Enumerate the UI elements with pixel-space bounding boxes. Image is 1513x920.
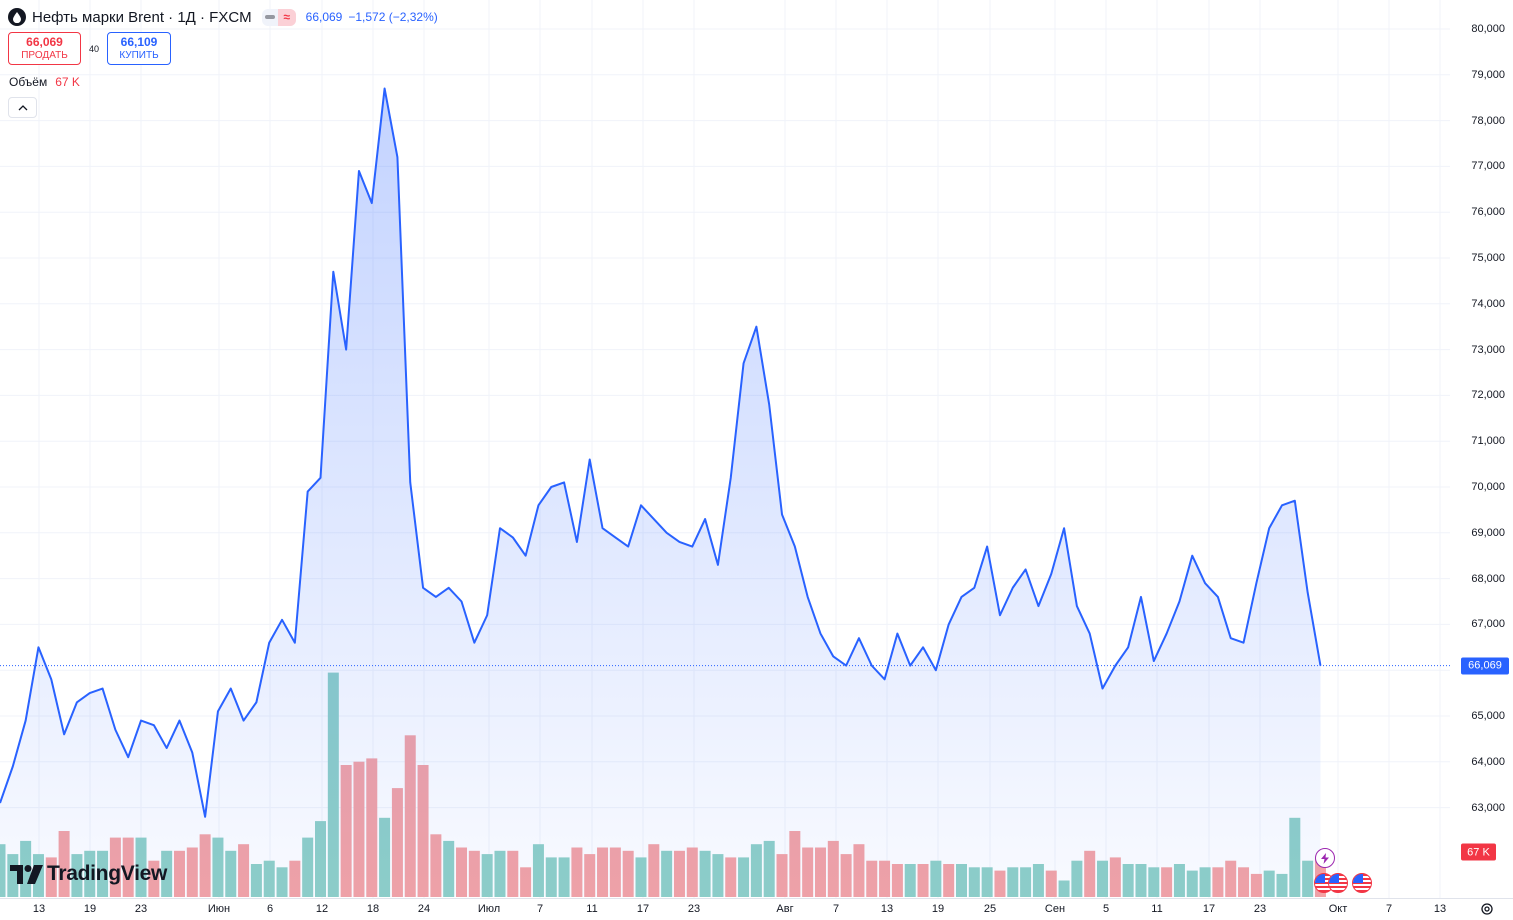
symbol-legend: Нефть марки Brent · 1Д · FXCM ≈ 66,069 −… <box>8 7 438 27</box>
price-tick-label: 63,000 <box>1471 801 1505 814</box>
time-tick-label: Авг <box>776 903 794 915</box>
price-tick-label: 69,000 <box>1471 526 1505 539</box>
chart-pane[interactable]: Нефть марки Brent · 1Д · FXCM ≈ 66,069 −… <box>0 0 1450 898</box>
time-tick-label: Окт <box>1328 903 1348 915</box>
sell-label: ПРОДАТЬ <box>21 49 68 61</box>
flash-event-icon[interactable] <box>1315 848 1335 868</box>
time-tick-label: 13 <box>32 903 46 915</box>
collapse-legend-button[interactable] <box>8 97 37 118</box>
price-tick-label: 70,000 <box>1471 481 1505 493</box>
approx-icon: ≈ <box>277 8 296 26</box>
gear-icon <box>1481 903 1493 915</box>
price-tick-label: 72,000 <box>1471 389 1505 402</box>
time-tick-label: 6 <box>266 903 274 915</box>
trade-buttons: 66,069 ПРОДАТЬ 40 66,109 КУПИТЬ <box>8 32 171 65</box>
price-tick-label: 71,000 <box>1471 435 1505 448</box>
symbol-title[interactable]: Нефть марки Brent · 1Д · FXCM <box>32 8 252 26</box>
time-tick-label: 17 <box>1202 903 1216 915</box>
time-tick-label: 13 <box>880 903 894 915</box>
price-tick-label: 79,000 <box>1471 68 1505 81</box>
tradingview-logo[interactable]: TradingView <box>10 862 167 886</box>
volume-legend[interactable]: Объём 67 K <box>9 75 80 89</box>
time-tick-label: 23 <box>134 903 148 915</box>
time-tick-label: 13 <box>1433 903 1447 915</box>
spread-value: 40 <box>89 43 100 54</box>
time-tick-label: 11 <box>586 903 598 915</box>
tradingview-logo-text: TradingView <box>47 862 168 885</box>
oil-drop-icon <box>8 8 26 26</box>
price-line <box>0 87 1322 818</box>
time-tick-label: Сен <box>1044 903 1066 915</box>
market-status-icon[interactable]: ≈ <box>261 8 296 26</box>
time-tick-label: 7 <box>1385 903 1393 915</box>
price-tick-label: 68,000 <box>1471 572 1505 585</box>
price-tick-label: 80,000 <box>1471 23 1505 35</box>
price-tick-label: 76,000 <box>1471 206 1505 219</box>
price-tick-label: 73,000 <box>1471 343 1505 356</box>
price-tick-label: 64,000 <box>1471 755 1505 768</box>
volume-legend-value: 67 K <box>55 75 80 89</box>
price-tick-label: 75,000 <box>1471 252 1505 264</box>
buy-label: КУПИТЬ <box>119 49 159 61</box>
buy-price: 66,109 <box>120 34 158 49</box>
price-chart[interactable] <box>0 0 1450 898</box>
buy-button[interactable]: 66,109 КУПИТЬ <box>107 32 171 65</box>
time-tick-label: 24 <box>417 903 431 915</box>
price-area <box>0 87 1322 898</box>
time-tick-label: 17 <box>636 903 650 915</box>
time-tick-label: 11 <box>1151 903 1163 915</box>
last-price: 66,069 <box>305 10 343 24</box>
price-tick-label: 65,000 <box>1471 710 1505 722</box>
time-tick-label: 7 <box>536 903 544 915</box>
time-tick-label: Июл <box>477 903 501 915</box>
time-tick-label: 5 <box>1102 903 1110 915</box>
time-tick-label: 19 <box>83 903 97 915</box>
time-tick-label: 19 <box>931 903 945 915</box>
us-economic-event-icon[interactable] <box>1352 873 1372 893</box>
price-tick-label: 77,000 <box>1471 160 1505 173</box>
volume-legend-label: Объём <box>9 75 48 89</box>
price-tick-label: 74,000 <box>1471 297 1505 310</box>
price-axis[interactable]: 80,000 79,000 78,000 77,000 76,000 75,000 74,0… <box>1450 0 1513 898</box>
sell-button[interactable]: 66,069 ПРОДАТЬ <box>8 32 81 65</box>
chevron-up-icon <box>18 104 27 110</box>
price-tick-label: 67,000 <box>1471 618 1505 631</box>
time-tick-label: 7 <box>832 903 840 915</box>
time-tick-label: 23 <box>1253 903 1267 915</box>
current-price-label: 66,069 <box>1461 657 1509 675</box>
time-tick-label: 25 <box>983 903 997 915</box>
time-axis[interactable]: 13 19 23 Июн 6 12 18 24 Июл 7 11 17 23 Авг 7 13 19 25 Сен 5… <box>0 898 1513 920</box>
chart-settings-button[interactable] <box>1478 900 1496 918</box>
price-change: −1,572 (−2,32%) <box>348 10 438 24</box>
tradingview-logo-icon <box>10 864 43 884</box>
time-tick-label: Июн <box>207 903 231 915</box>
volume-value-label: 67 K <box>1461 843 1496 861</box>
sell-price: 66,069 <box>26 34 63 49</box>
price-area-fill <box>0 88 1321 898</box>
time-tick-label: 23 <box>687 903 701 915</box>
time-tick-label: 18 <box>366 903 380 915</box>
time-tick-label: 12 <box>315 903 329 915</box>
price-tick-label: 78,000 <box>1471 114 1505 127</box>
us-economic-event-icon[interactable] <box>1328 873 1348 893</box>
